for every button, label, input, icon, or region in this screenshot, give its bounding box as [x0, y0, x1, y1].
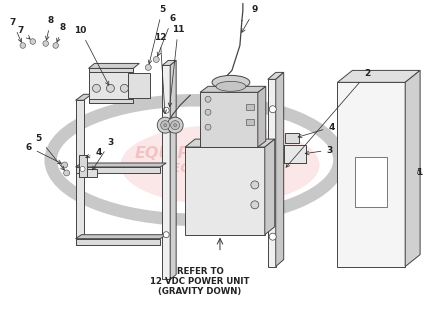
Text: 1: 1: [416, 168, 422, 177]
Text: 11: 11: [168, 25, 184, 107]
Circle shape: [92, 84, 101, 92]
Bar: [337, 82, 405, 266]
Circle shape: [161, 121, 170, 130]
Bar: [89, 68, 133, 103]
Circle shape: [163, 232, 169, 238]
Text: 4: 4: [86, 148, 102, 158]
Circle shape: [164, 124, 167, 127]
Text: 6: 6: [26, 143, 61, 163]
Bar: [285, 133, 299, 143]
Text: 10: 10: [75, 26, 109, 85]
Polygon shape: [75, 235, 166, 239]
Circle shape: [174, 124, 177, 127]
Circle shape: [153, 57, 159, 62]
Text: REFER TO
12 VDC POWER UNIT
(GRAVITY DOWN): REFER TO 12 VDC POWER UNIT (GRAVITY DOWN…: [150, 266, 250, 296]
Bar: [246, 119, 254, 125]
Polygon shape: [170, 60, 176, 280]
Circle shape: [205, 96, 211, 102]
Text: 7: 7: [17, 26, 30, 39]
Text: 9: 9: [242, 5, 258, 32]
Circle shape: [30, 39, 35, 44]
Polygon shape: [185, 139, 275, 147]
Circle shape: [205, 124, 211, 130]
Circle shape: [20, 43, 26, 48]
Circle shape: [167, 117, 183, 133]
Bar: [355, 157, 387, 207]
Text: SPECIALISTS: SPECIALISTS: [153, 162, 248, 176]
Bar: [246, 104, 254, 110]
Text: 5: 5: [148, 5, 165, 64]
Circle shape: [106, 84, 115, 92]
Polygon shape: [258, 86, 266, 147]
Text: 4: 4: [298, 123, 335, 138]
Text: 3: 3: [92, 137, 114, 170]
Circle shape: [251, 181, 259, 189]
Circle shape: [43, 41, 49, 46]
Bar: [78, 169, 97, 177]
Circle shape: [171, 121, 180, 130]
Polygon shape: [268, 72, 284, 79]
Circle shape: [205, 109, 211, 115]
Text: 6: 6: [157, 14, 176, 56]
Ellipse shape: [212, 75, 250, 89]
Text: 7: 7: [10, 18, 22, 42]
Circle shape: [269, 106, 276, 113]
Polygon shape: [162, 60, 176, 65]
Polygon shape: [89, 63, 139, 68]
Bar: [75, 167, 160, 173]
Bar: [89, 99, 133, 103]
Polygon shape: [265, 139, 275, 235]
Text: 2: 2: [286, 69, 371, 167]
Text: 12: 12: [154, 33, 167, 113]
Text: EQUIPMENT: EQUIPMENT: [135, 146, 241, 161]
Text: 8: 8: [46, 16, 54, 40]
Ellipse shape: [121, 125, 320, 205]
Bar: [284, 145, 305, 163]
Bar: [75, 100, 83, 245]
Ellipse shape: [216, 81, 246, 91]
Bar: [185, 147, 265, 235]
Bar: [200, 92, 258, 147]
Polygon shape: [276, 72, 284, 266]
Circle shape: [62, 162, 68, 168]
Polygon shape: [75, 163, 166, 167]
Text: 8: 8: [57, 23, 66, 42]
Bar: [75, 239, 160, 245]
Bar: [78, 155, 86, 177]
Circle shape: [53, 43, 58, 48]
Polygon shape: [405, 71, 420, 266]
Text: 5: 5: [36, 134, 64, 170]
Circle shape: [163, 107, 169, 113]
Polygon shape: [75, 94, 92, 100]
Circle shape: [269, 233, 276, 240]
Bar: [162, 65, 170, 280]
Bar: [89, 68, 133, 72]
Text: 3: 3: [305, 146, 333, 155]
Polygon shape: [337, 71, 420, 82]
Circle shape: [145, 64, 151, 71]
Circle shape: [80, 166, 85, 172]
Polygon shape: [200, 86, 266, 92]
Circle shape: [157, 117, 173, 133]
Bar: [128, 73, 150, 98]
Bar: [268, 79, 276, 266]
Circle shape: [251, 201, 259, 209]
Circle shape: [63, 170, 69, 176]
Circle shape: [121, 84, 128, 92]
